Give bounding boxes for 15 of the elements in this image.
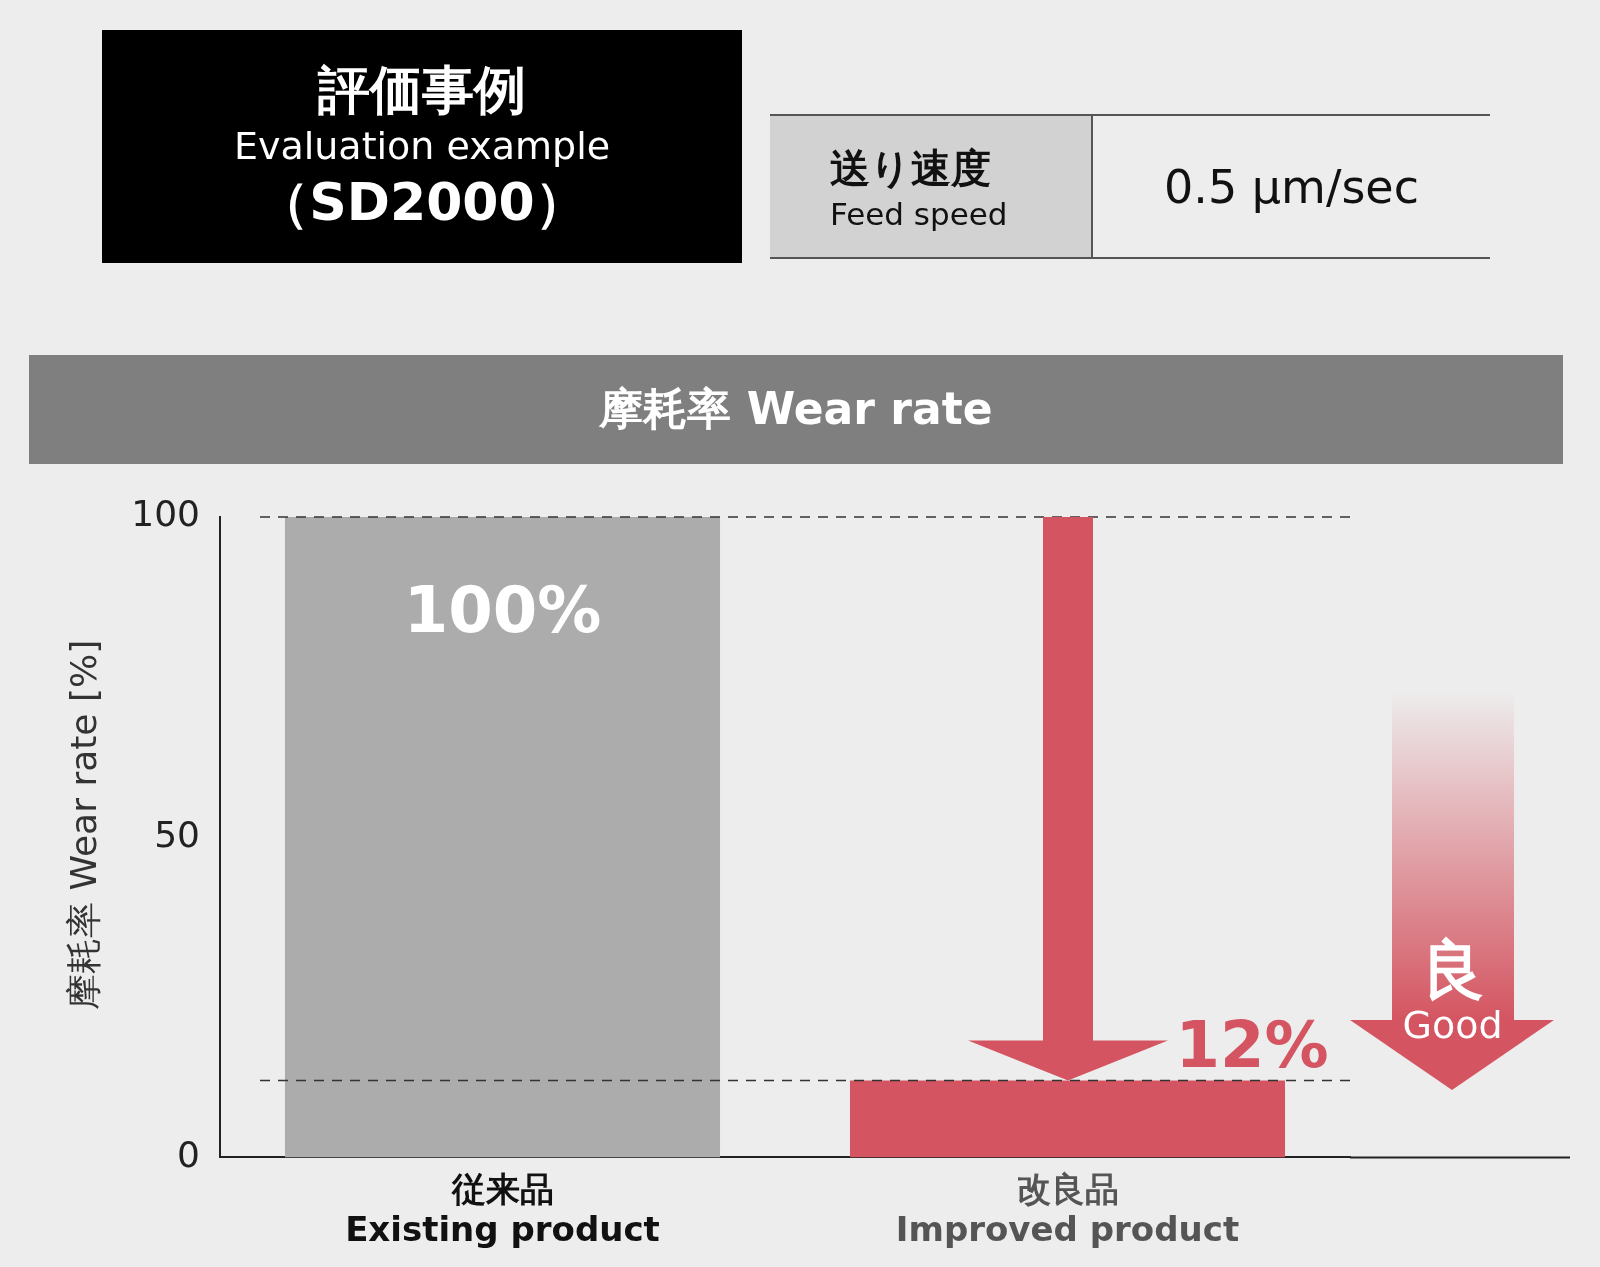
data-label: 100%	[403, 573, 602, 647]
y-axis-title: 摩耗率 Wear rate [%]	[62, 639, 105, 1010]
text: （SD2000）	[256, 171, 588, 235]
text: Evaluation example	[232, 122, 612, 170]
x-tick-label: 改良品 Improved product	[895, 1168, 1240, 1250]
text: Feed speed	[830, 196, 1009, 232]
text: 送り速度	[830, 144, 992, 193]
y-tick-label: 50	[154, 813, 200, 855]
text: 評価事例	[316, 58, 527, 122]
data-label: 12%	[1175, 1007, 1329, 1082]
chart-title: 摩耗率 Wear rate	[29, 355, 1563, 464]
text: 0.5 μm/sec	[1163, 158, 1420, 216]
y-tick-label: 0	[177, 1133, 200, 1175]
x-tick-label: 従来品 Existing product	[345, 1168, 660, 1250]
y-tick-label: 100	[131, 493, 200, 535]
